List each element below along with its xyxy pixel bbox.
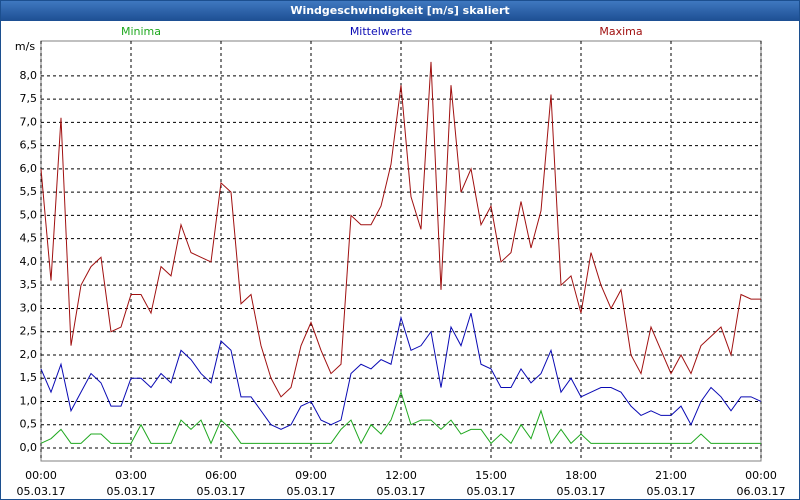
y-tick-label: 6,5: [20, 139, 38, 152]
y-tick-label: 5,5: [20, 185, 38, 198]
title-bar: Windgeschwindigkeit [m/s] skaliert: [1, 1, 799, 21]
y-tick-label: 4,5: [20, 232, 38, 245]
y-tick-label: 4,0: [20, 255, 38, 268]
y-tick-label: 5,0: [20, 208, 38, 221]
y-tick-label: 3,5: [20, 278, 38, 291]
y-tick-label: 8,0: [20, 69, 38, 82]
x-tick-date: 05.03.17: [17, 485, 66, 498]
series-line: [40, 61, 761, 398]
y-tick-label: 2,5: [20, 325, 38, 338]
x-tick-label: 18:00: [565, 469, 597, 482]
y-axis-label: m/s: [15, 40, 35, 53]
x-tick-date: 05.03.17: [647, 485, 696, 498]
x-tick-date: 05.03.17: [377, 485, 426, 498]
x-tick-label: 00:00: [745, 469, 777, 482]
x-tick-date: 05.03.17: [467, 485, 516, 498]
x-tick-date: 05.03.17: [197, 485, 246, 498]
series-line: [40, 390, 761, 445]
y-tick-label: 1,5: [20, 371, 38, 384]
x-tick-date: 05.03.17: [287, 485, 336, 498]
x-tick-label: 00:00: [25, 469, 57, 482]
y-tick-label: 1,0: [20, 394, 38, 407]
y-tick-label: 7,5: [20, 92, 38, 105]
x-tick-date: 05.03.17: [557, 485, 606, 498]
y-tick-label: 0,0: [20, 441, 38, 454]
legend-label: Mittelwerte: [350, 25, 413, 38]
x-tick-date: 05.03.17: [107, 485, 156, 498]
x-tick-label: 03:00: [115, 469, 147, 482]
legend-label: Minima: [121, 25, 161, 38]
y-tick-label: 3,0: [20, 301, 38, 314]
y-tick-label: 6,0: [20, 162, 38, 175]
x-tick-label: 12:00: [385, 469, 417, 482]
x-tick-label: 15:00: [475, 469, 507, 482]
y-tick-label: 2,0: [20, 348, 38, 361]
x-tick-label: 06:00: [205, 469, 237, 482]
y-tick-label: 7,0: [20, 115, 38, 128]
x-tick-label: 09:00: [295, 469, 327, 482]
y-tick-label: 0,5: [20, 418, 38, 431]
legend-label: Maxima: [599, 25, 642, 38]
x-tick-date: 06.03.17: [737, 485, 786, 498]
x-tick-label: 21:00: [655, 469, 687, 482]
series-line: [40, 312, 762, 430]
